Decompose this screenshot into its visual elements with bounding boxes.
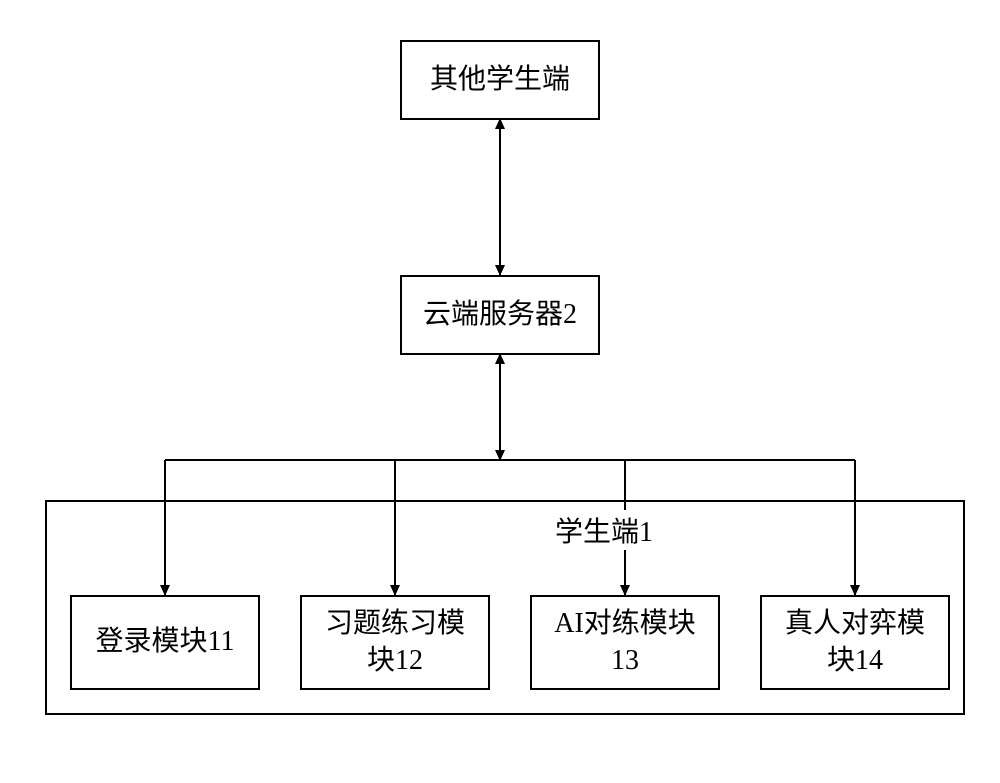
- node-label: 登录模块11: [96, 624, 235, 660]
- node-human: 真人对弈模 块14: [760, 595, 950, 690]
- node-label: 真人对弈模 块14: [785, 606, 925, 679]
- node-label: 其他学生端: [430, 62, 570, 98]
- node-login: 登录模块11: [70, 595, 260, 690]
- student-container-label: 学生端1: [555, 510, 653, 550]
- node-label: 云端服务器2: [423, 297, 577, 333]
- node-cloud-server: 云端服务器2: [400, 275, 600, 355]
- node-label: 习题练习模 块12: [325, 606, 465, 679]
- node-other-student: 其他学生端: [400, 40, 600, 120]
- diagram-canvas: 学生端1 其他学生端 云端服务器2 登录模块11 习题练习模 块12 AI对练模…: [0, 0, 1000, 783]
- node-practice: 习题练习模 块12: [300, 595, 490, 690]
- node-label: AI对练模块 13: [554, 606, 696, 679]
- node-ai: AI对练模块 13: [530, 595, 720, 690]
